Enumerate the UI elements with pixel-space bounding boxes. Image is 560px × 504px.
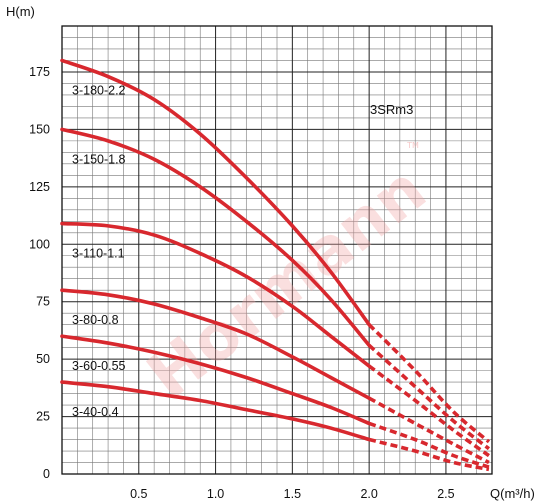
y-tick-label: 100 [29,237,50,251]
curve-dashed-3-40-0.4 [368,437,490,472]
x-axis-tick-labels: 0.5 1.0 1.5 2.0 2.5 [130,487,455,501]
watermark-trademark: TM [406,141,419,150]
curve-dashed-3-80-0.8 [368,396,490,465]
curve-solid-3-80-0.8 [60,288,371,400]
curve-solid-3-180-2.2 [60,58,371,327]
curve-label: 3-110-1.1 [72,247,125,261]
x-tick-label: 1.5 [284,487,301,501]
y-axis-tick-labels: 0 25 50 75 100 125 150 175 [29,65,50,481]
curve-solid-3-60-0.55 [60,334,371,426]
pump-curves [60,58,491,472]
x-tick-label: 1.0 [207,487,224,501]
watermark-text: Hormann [134,153,440,415]
curve-solid-3-150-1.8 [60,127,371,348]
chart-title: 3SRm3 [370,102,413,117]
y-axis-title: H(m) [6,4,35,19]
major-grid [62,26,492,474]
curve-dashed-3-180-2.2 [367,323,491,444]
curve-label: 3-60-0.55 [72,359,126,373]
x-tick-label: 2.5 [437,487,454,501]
plot-frame [61,25,493,475]
curve-solid-3-40-0.4 [60,380,371,442]
minor-grid [62,26,492,474]
x-axis-title: Q(m³/h) [490,486,535,501]
y-tick-label: 25 [36,410,50,424]
curve-label: 3-180-2.2 [72,83,126,97]
curve-labels: 3-180-2.2 3-150-1.8 3-110-1.1 3-80-0.8 3-60-… [72,83,126,419]
x-tick-label: 0.5 [130,487,147,501]
curve-dashed-3-60-0.55 [368,421,490,469]
x-tick-label: 2.0 [360,487,377,501]
y-tick-label: 150 [29,122,50,136]
y-tick-label: 175 [29,65,50,79]
curve-dashed-3-150-1.8 [367,344,491,451]
curve-label: 3-80-0.8 [72,313,119,327]
curve-label: 3-40-0.4 [72,405,119,419]
y-tick-label: 75 [36,295,50,309]
watermark-logo: Hormann TM [134,141,440,414]
axes [61,25,493,475]
curve-solid-3-110-1.1 [60,221,371,368]
curve-label: 3-150-1.8 [72,152,126,166]
y-tick-label: 125 [29,180,50,194]
y-tick-label: 0 [43,467,50,481]
curve-dashed-3-110-1.1 [368,364,490,458]
y-tick-label: 50 [36,352,50,366]
